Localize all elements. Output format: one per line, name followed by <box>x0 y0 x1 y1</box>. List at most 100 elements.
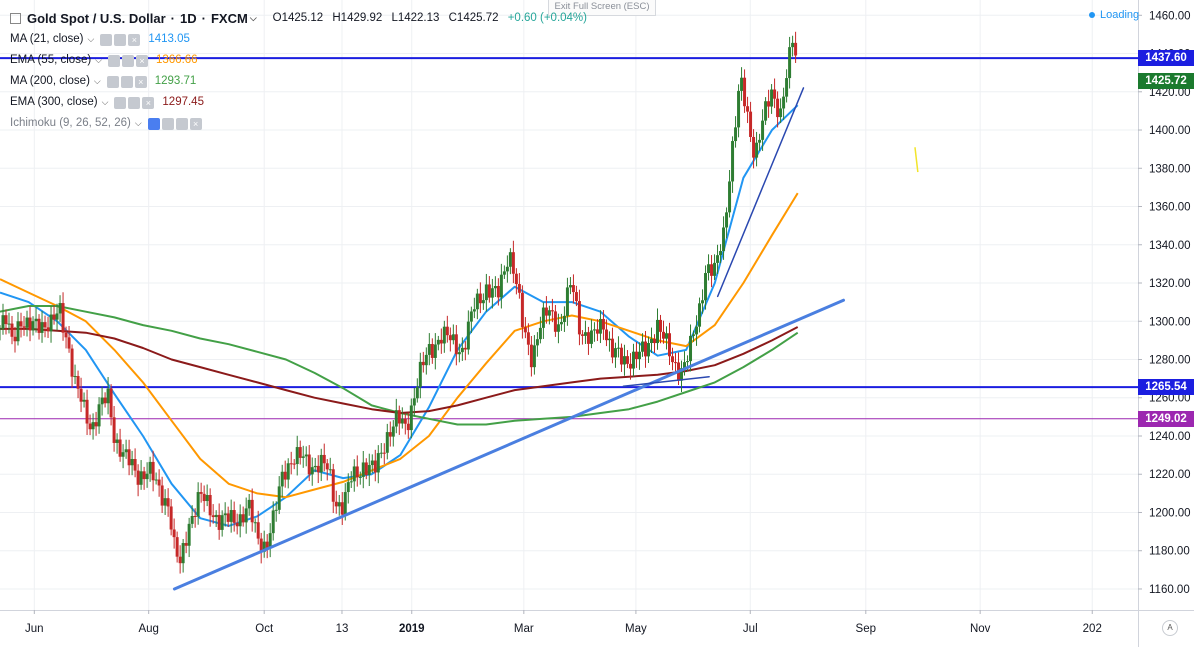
eye-icon[interactable] <box>106 75 119 88</box>
chart-legend: Gold Spot / U.S. Dollar · 1D · FXCM ⌵ O1… <box>10 8 593 134</box>
candle-body <box>550 310 554 312</box>
auto-scale-button[interactable]: A <box>1162 620 1178 636</box>
candle-body <box>43 322 47 328</box>
chevron-down-icon[interactable]: ⌵ <box>87 34 95 44</box>
gear-icon[interactable] <box>114 33 127 46</box>
candle-body <box>4 315 8 325</box>
indicator-row[interactable]: MA (21, close) ⌵ × 1413.05 <box>10 29 593 50</box>
candle-body <box>148 461 152 474</box>
gear-icon[interactable] <box>120 75 133 88</box>
candle-body <box>728 181 732 213</box>
indicator-label[interactable]: Ichimoku (9, 26, 52, 26) <box>10 117 131 129</box>
close-icon[interactable]: × <box>136 54 148 67</box>
close-icon[interactable]: × <box>142 96 155 109</box>
candle-body <box>628 363 632 369</box>
close-icon[interactable]: × <box>128 33 141 46</box>
exchange[interactable]: FXCM <box>210 11 248 26</box>
candle-body <box>674 362 678 364</box>
symbol-name[interactable]: Gold Spot / U.S. Dollar <box>27 11 166 26</box>
indicator-row[interactable]: EMA (300, close) ⌵ × 1297.45 <box>10 92 593 113</box>
annotation-mark <box>914 147 919 173</box>
candle-body <box>421 361 425 366</box>
candle-body <box>475 293 479 310</box>
chevron-down-icon[interactable]: ⌵ <box>249 13 257 23</box>
candle-body <box>704 273 708 301</box>
chevron-down-icon[interactable]: ⌵ <box>93 76 101 86</box>
price-tick-label: 1240.00 <box>1149 431 1191 443</box>
candle-body <box>655 319 659 344</box>
indicator-row[interactable]: EMA (55, close) ⌵ × 1366.66 <box>10 50 593 71</box>
candle-body <box>220 515 224 530</box>
gear-icon[interactable] <box>161 117 174 130</box>
indicator-label[interactable]: EMA (55, close) <box>10 54 92 66</box>
candle-body <box>103 397 107 404</box>
candle-body <box>253 522 257 524</box>
candle-body <box>764 101 768 121</box>
candle-body <box>178 556 182 564</box>
candle-body <box>520 292 524 328</box>
time-tick-label: Jun <box>25 623 44 635</box>
candle-body <box>241 514 245 523</box>
candle-body <box>508 252 512 267</box>
time-tick-label: Sep <box>856 623 876 635</box>
chevron-down-icon[interactable]: ⌵ <box>134 118 142 128</box>
candle-body <box>184 543 188 546</box>
indicator-label[interactable]: MA (21, close) <box>10 33 84 45</box>
candle-body <box>385 432 389 453</box>
eye-icon[interactable] <box>147 117 160 130</box>
candle-body <box>142 471 146 480</box>
collapse-icon[interactable] <box>10 13 21 24</box>
close-icon[interactable]: × <box>189 117 202 130</box>
candle-body <box>451 334 455 341</box>
candle-body <box>223 513 227 516</box>
candle-body <box>749 111 753 137</box>
candle-body <box>574 292 578 302</box>
candle-body <box>565 287 569 316</box>
candle-body <box>46 327 50 332</box>
price-tick-label: 1360.00 <box>1149 202 1191 214</box>
change-value: +0.60 (+0.04%) <box>507 12 587 24</box>
candle-body <box>355 466 359 478</box>
price-tick-label: 1200.00 <box>1149 507 1191 519</box>
candle-body <box>292 463 296 465</box>
candle-body <box>298 447 302 458</box>
candle-body <box>734 127 738 142</box>
close-icon[interactable]: × <box>134 75 147 88</box>
candle-body <box>0 328 2 330</box>
source-icon[interactable] <box>175 117 188 130</box>
price-tick-label: 1160.00 <box>1149 584 1190 596</box>
candle-body <box>64 332 68 338</box>
candle-body <box>637 351 641 360</box>
candle-body <box>88 423 92 430</box>
loading-indicator: Loading <box>1089 9 1139 21</box>
trendline <box>622 375 710 388</box>
indicator-label[interactable]: EMA (300, close) <box>10 96 98 108</box>
candle-body <box>130 459 134 466</box>
candle-body <box>490 288 494 298</box>
candle-body <box>701 300 705 304</box>
gear-icon[interactable] <box>122 54 134 67</box>
candle-body <box>403 418 407 424</box>
price-tick-label: 1400.00 <box>1149 125 1191 137</box>
indicator-row[interactable]: Ichimoku (9, 26, 52, 26) ⌵ × <box>10 113 593 134</box>
gear-icon[interactable] <box>128 96 141 109</box>
indicator-label[interactable]: MA (200, close) <box>10 75 90 87</box>
candle-body <box>268 533 272 548</box>
candle-body <box>442 326 446 344</box>
candle-body <box>244 508 248 523</box>
candle-body <box>40 322 44 333</box>
chevron-down-icon[interactable]: ⌵ <box>101 97 109 107</box>
candle-body <box>439 339 443 344</box>
candle-body <box>31 321 35 331</box>
candle-body <box>55 313 59 320</box>
interval[interactable]: 1D <box>180 11 197 26</box>
eye-icon[interactable] <box>114 96 127 109</box>
chevron-down-icon[interactable]: ⌵ <box>95 55 102 65</box>
eye-icon[interactable] <box>108 54 120 67</box>
exit-fullscreen-button[interactable]: Exit Full Screen (ESC) <box>548 0 656 16</box>
candle-body <box>25 317 29 328</box>
indicator-row[interactable]: MA (200, close) ⌵ × 1293.71 <box>10 71 593 92</box>
candle-body <box>229 510 233 522</box>
eye-icon[interactable] <box>100 33 113 46</box>
